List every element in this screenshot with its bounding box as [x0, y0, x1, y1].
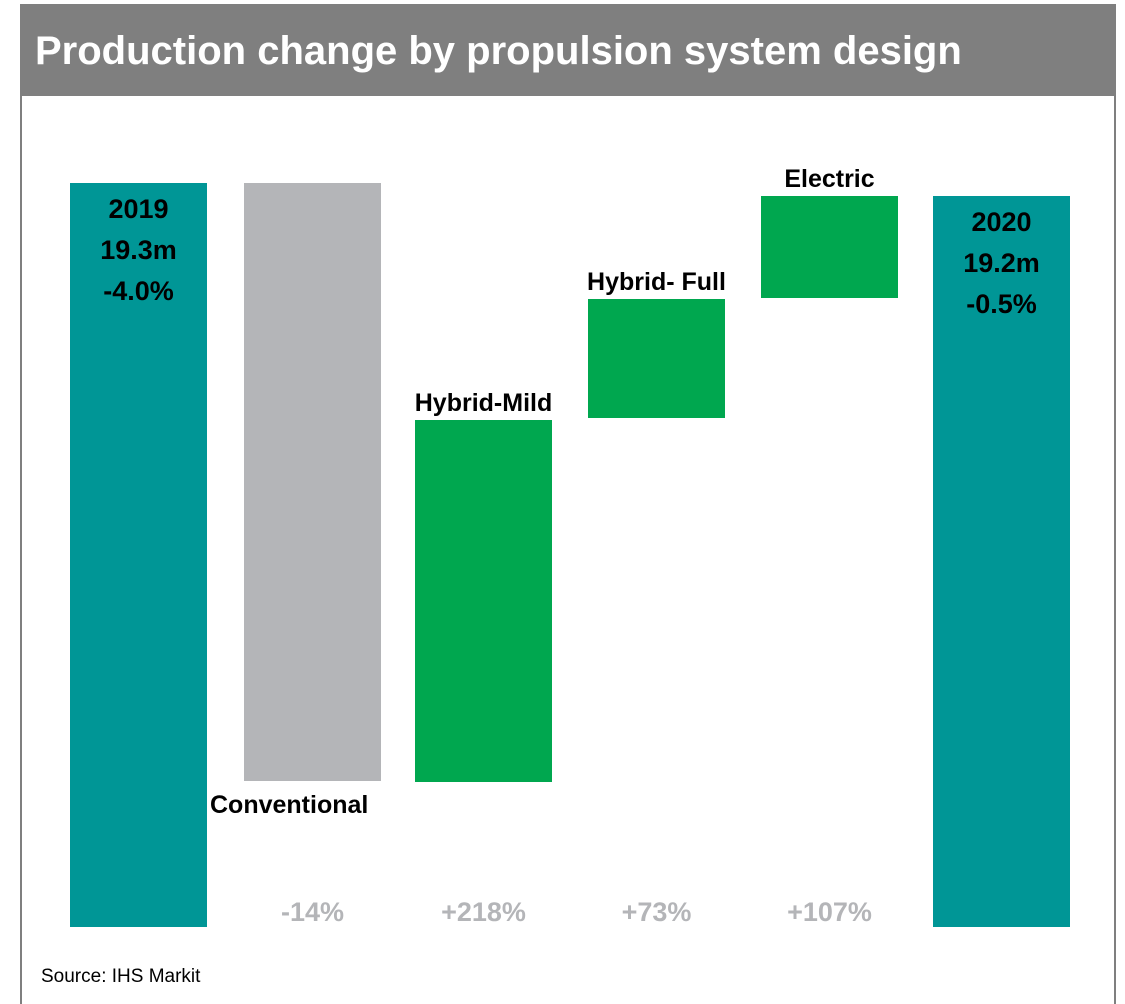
- pct-change-label: +73%: [622, 897, 692, 927]
- pct-change-label: +218%: [441, 897, 526, 927]
- total-bar-label: -0.5%: [966, 289, 1037, 319]
- waterfall-bar: [588, 299, 725, 418]
- category-label: Hybrid- Full: [587, 268, 726, 296]
- total-bar-label: 19.3m: [100, 235, 177, 265]
- source-note: Source: IHS Markit: [41, 966, 201, 987]
- total-bar-label: 19.2m: [963, 248, 1040, 278]
- waterfall-bar: [70, 183, 207, 927]
- pct-change-label: -14%: [281, 897, 344, 927]
- waterfall-bar: [415, 420, 552, 782]
- category-label: Electric: [784, 165, 874, 193]
- waterfall-bar: [933, 196, 1070, 927]
- total-bar-label: -4.0%: [103, 276, 174, 306]
- category-label: Hybrid-Mild: [415, 389, 553, 417]
- waterfall-bar: [761, 196, 898, 298]
- category-label: Conventional: [210, 791, 368, 819]
- total-bar-label: 2020: [971, 207, 1031, 237]
- chart-title: Production change by propulsion system d…: [22, 6, 1114, 96]
- pct-change-label: +107%: [787, 897, 872, 927]
- total-bar-label: 2019: [108, 194, 168, 224]
- waterfall-bar: [244, 183, 381, 781]
